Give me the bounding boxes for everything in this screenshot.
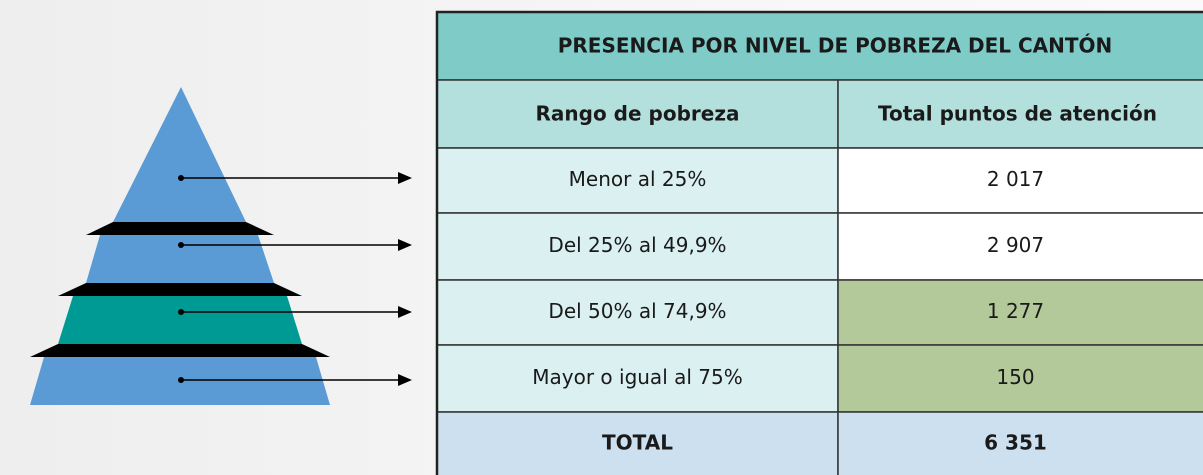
range-label: Del 50% al 74,9% xyxy=(548,299,726,323)
pyramid-band xyxy=(30,344,330,357)
pyramid-band xyxy=(86,222,274,235)
table-cell xyxy=(837,147,1203,214)
total-value: 2 017 xyxy=(987,167,1044,191)
pyramid-level xyxy=(58,296,302,344)
arrow-dot xyxy=(178,242,184,248)
arrow-head xyxy=(398,306,412,318)
arrow-dot xyxy=(178,377,184,383)
arrow-head xyxy=(398,172,412,184)
arrows xyxy=(181,177,398,381)
table-cell xyxy=(837,411,1203,475)
arrow-dot xyxy=(178,175,184,181)
arrow-dot xyxy=(178,309,184,315)
table-cell xyxy=(837,279,1203,346)
table: PRESENCIA POR NIVEL DE POBREZA DEL CANTÓ… xyxy=(435,10,1203,475)
total-label: TOTAL xyxy=(602,431,673,455)
range-label: Del 25% al 49,9% xyxy=(548,233,726,257)
column-header: Total puntos de atención xyxy=(878,102,1157,126)
range-label: Mayor o igual al 75% xyxy=(532,365,742,389)
pyramid xyxy=(30,87,330,405)
table-cell xyxy=(436,147,839,214)
total-value: 2 907 xyxy=(987,233,1044,257)
table-title: PRESENCIA POR NIVEL DE POBREZA DEL CANTÓ… xyxy=(558,34,1113,58)
pyramid-band xyxy=(58,283,302,296)
column-header: Rango de pobreza xyxy=(536,102,740,126)
pyramid-level xyxy=(113,87,246,222)
table-cell xyxy=(436,279,839,346)
arrow-head xyxy=(398,374,412,386)
range-label: Menor al 25% xyxy=(569,167,707,191)
arrow-head xyxy=(398,239,412,251)
total-sum: 6 351 xyxy=(984,431,1047,455)
total-value: 150 xyxy=(996,365,1034,389)
table-cell xyxy=(837,212,1203,281)
total-value: 1 277 xyxy=(987,299,1044,323)
pyramid-level xyxy=(86,235,274,283)
table-cell xyxy=(436,79,839,149)
table-cell xyxy=(436,344,839,413)
arrow-heads xyxy=(178,172,412,386)
table-border xyxy=(435,10,1203,475)
